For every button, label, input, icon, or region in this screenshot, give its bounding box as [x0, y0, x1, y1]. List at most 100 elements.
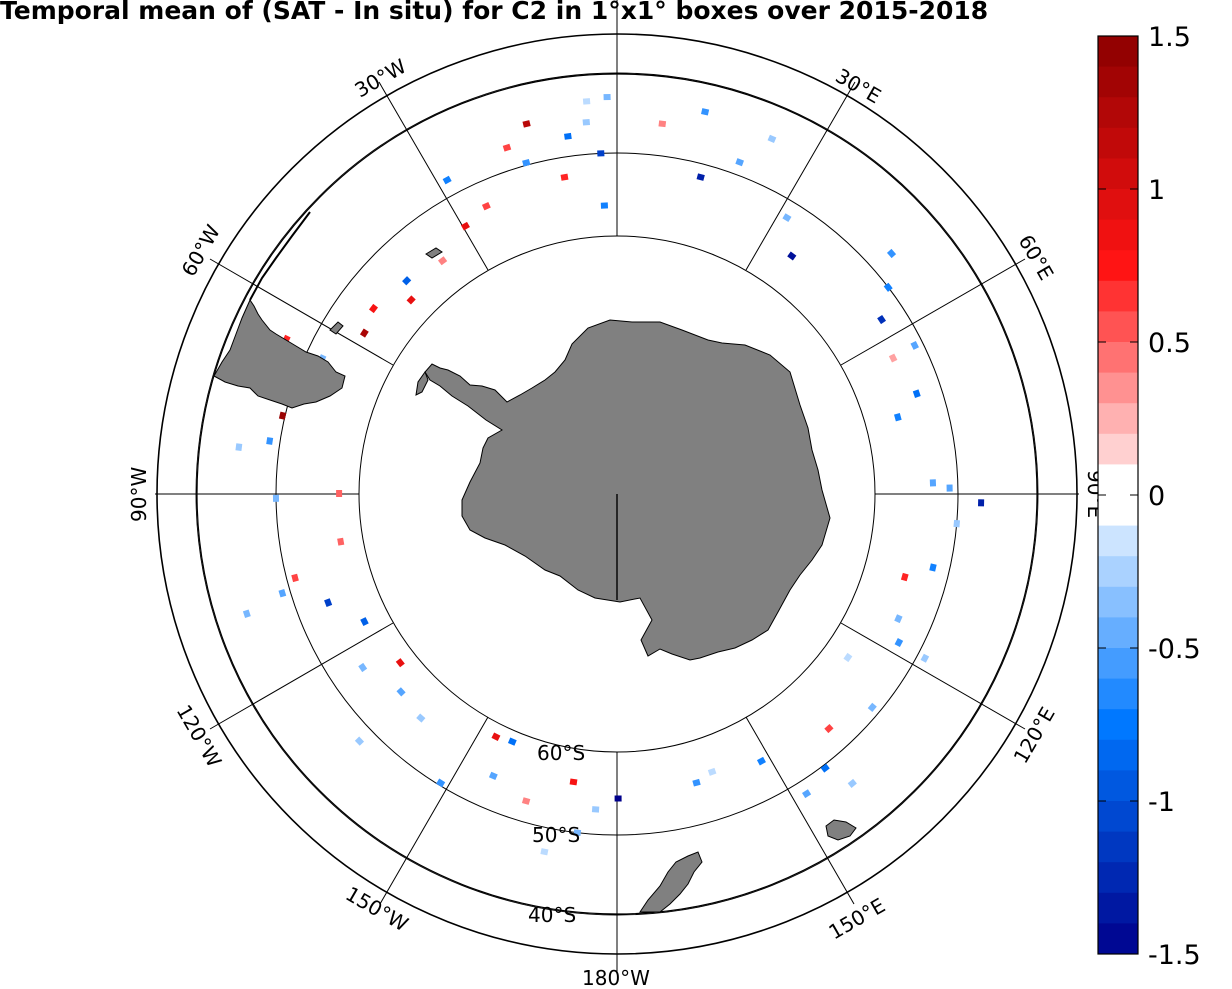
data-cell	[735, 158, 744, 167]
data-cell	[540, 848, 549, 856]
data-cell	[847, 778, 857, 788]
data-cell	[582, 98, 591, 105]
antarctica	[415, 319, 831, 661]
colorbar-band	[1098, 923, 1138, 955]
colorbar-band	[1098, 97, 1138, 129]
data-cell	[507, 737, 517, 746]
data-cell	[235, 443, 243, 451]
data-cell	[360, 617, 369, 627]
data-cell	[396, 687, 406, 697]
colorbar-tick-neg1.5: -1.5	[1148, 940, 1201, 971]
colorbar-band	[1098, 250, 1138, 282]
data-cell	[843, 652, 853, 663]
data-cell	[946, 484, 953, 492]
data-cell	[368, 303, 379, 314]
colorbar-band	[1098, 403, 1138, 435]
data-cell	[437, 256, 448, 266]
colorbar-band	[1098, 342, 1138, 374]
data-cell	[242, 609, 251, 618]
antarctic-peninsula-tip	[415, 370, 429, 396]
colorbar-band	[1098, 556, 1138, 588]
data-cell	[888, 353, 898, 363]
colorbar-band	[1098, 801, 1138, 833]
colorbar-band	[1098, 739, 1138, 771]
data-cell	[756, 756, 766, 766]
lat-label-60s: 60°S	[537, 741, 585, 765]
data-cell	[597, 150, 605, 157]
colorbar-band	[1098, 770, 1138, 802]
data-cell	[894, 614, 903, 624]
data-cell	[522, 120, 531, 128]
new-zealand	[639, 819, 857, 913]
colorbar-band	[1098, 678, 1138, 710]
data-cell	[481, 202, 491, 211]
colorbar-band	[1098, 311, 1138, 343]
data-cell	[266, 437, 274, 445]
data-cell	[442, 175, 452, 185]
data-cell	[978, 499, 985, 507]
lon-label-150e: 150°E	[825, 893, 890, 944]
nz-south-island	[639, 851, 703, 913]
colorbar-band	[1098, 586, 1138, 618]
data-cell	[272, 494, 280, 502]
colorbar-band	[1098, 433, 1138, 465]
data-cell	[336, 490, 343, 497]
colorbar-band	[1098, 66, 1138, 98]
colorbar-band	[1098, 219, 1138, 251]
data-cell	[894, 638, 904, 648]
colorbar-tick-neg0.5: -0.5	[1148, 634, 1201, 665]
data-cell	[603, 93, 611, 101]
colorbar-band	[1098, 648, 1138, 680]
data-cell	[582, 118, 591, 126]
data-cell	[600, 202, 609, 209]
data-cell	[491, 732, 501, 742]
data-cell	[522, 158, 531, 167]
colorbar-band	[1098, 525, 1138, 557]
data-cell	[692, 778, 701, 787]
data-cell	[696, 173, 705, 181]
data-cell	[883, 282, 893, 292]
data-cell	[573, 829, 582, 837]
lat-label-40s: 40°S	[528, 903, 576, 927]
data-cell	[900, 572, 909, 582]
colorbar-band	[1098, 280, 1138, 312]
data-cell	[929, 563, 937, 572]
colorbar: 1.5 1 0.5 0 -0.5 -1 -1.5	[1097, 22, 1201, 971]
tasmania	[825, 819, 857, 841]
colorbar-band	[1098, 617, 1138, 649]
data-cell	[910, 340, 919, 350]
data-cell	[354, 736, 365, 746]
data-cell	[591, 806, 600, 813]
south-america	[213, 211, 443, 409]
lon-label-90w: 90°W	[127, 467, 151, 522]
data-cell	[867, 702, 877, 712]
colorbar-tick-0: 0	[1148, 481, 1165, 512]
data-cell	[920, 653, 930, 663]
colorbar-tick-1: 1	[1148, 175, 1165, 206]
data-cell	[953, 519, 961, 528]
south-georgia	[425, 247, 443, 259]
lat-label-50s: 50°S	[532, 823, 580, 847]
data-cell	[824, 723, 834, 734]
data-cell	[278, 411, 287, 420]
data-cell	[877, 314, 887, 325]
colorbar-tick-1.5: 1.5	[1148, 22, 1191, 53]
colorbar-band	[1098, 862, 1138, 894]
data-cell	[359, 328, 369, 338]
data-cell	[886, 248, 897, 259]
data-cell	[402, 276, 412, 286]
lat-labels: 60°S 50°S 40°S	[528, 741, 585, 927]
falkland-islands	[329, 321, 344, 335]
data-cell	[701, 108, 710, 116]
data-cell	[416, 713, 426, 723]
colorbar-bands	[1098, 36, 1138, 955]
colorbar-band	[1098, 372, 1138, 404]
data-cell	[894, 413, 902, 422]
data-cell	[502, 143, 512, 152]
data-cell	[460, 221, 470, 231]
data-cell	[912, 389, 921, 398]
data-cell	[521, 797, 531, 805]
data-cell	[337, 537, 345, 546]
map-title: Temporal mean of (SAT - In situ) for C2 …	[0, 0, 989, 25]
